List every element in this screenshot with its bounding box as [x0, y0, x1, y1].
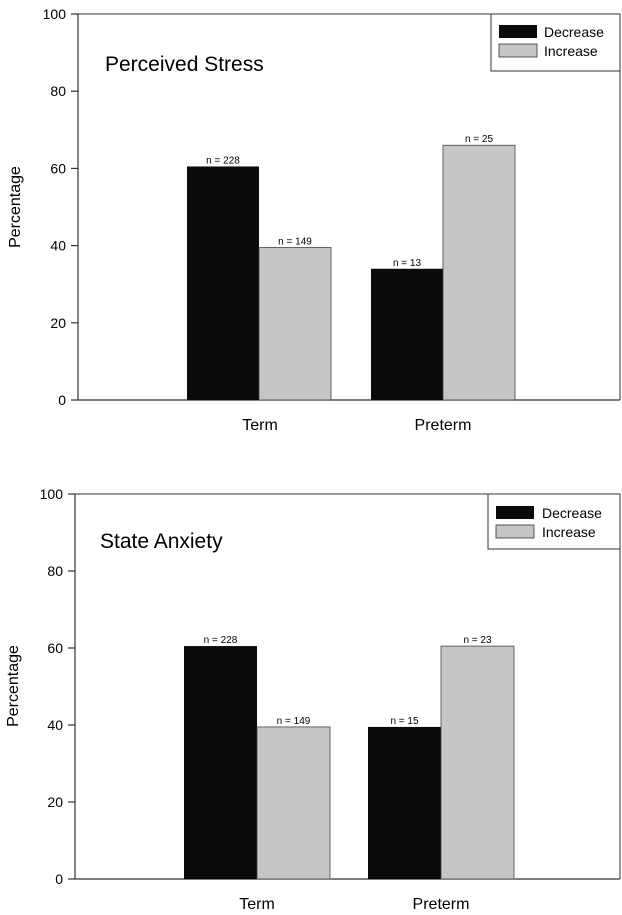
y-tick-label: 80 [47, 563, 63, 579]
data-label-term-decrease: n = 228 [206, 155, 240, 166]
category-label-term: Term [242, 417, 278, 434]
category-label-term: Term [239, 896, 275, 913]
y-tick-label: 60 [47, 640, 63, 656]
legend-label-decrease: Decrease [544, 24, 604, 40]
chart-title: Perceived Stress [105, 53, 264, 76]
legend-label-decrease: Decrease [542, 505, 602, 521]
category-label-preterm: Preterm [413, 896, 470, 913]
bar-term-decrease [184, 646, 257, 879]
legend: Decrease Increase [490, 13, 621, 72]
y-tick-label: 40 [50, 238, 66, 254]
y-tick-label: 80 [50, 83, 66, 99]
data-label-term-increase: n = 149 [278, 237, 312, 248]
bar-term-increase [258, 247, 332, 401]
bar-preterm-decrease [371, 268, 443, 400]
legend: Decrease Increase [487, 493, 621, 550]
bar-term-increase [256, 726, 331, 880]
chart-title: State Anxiety [100, 530, 223, 553]
legend-swatch-decrease [496, 506, 534, 519]
legend-box [487, 493, 621, 550]
data-label-preterm-increase: n = 23 [463, 635, 492, 646]
y-tick-label: 60 [50, 160, 66, 176]
data-label-term-decrease: n = 228 [204, 635, 238, 646]
y-tick-label: 0 [58, 392, 66, 408]
data-label-preterm-increase: n = 25 [465, 134, 494, 145]
data-label-term-increase: n = 149 [277, 716, 311, 727]
bar-term-decrease [187, 166, 259, 400]
bar-preterm-decrease [368, 726, 441, 879]
y-tick-label: 0 [55, 871, 63, 887]
y-tick-label: 20 [47, 794, 63, 810]
legend-swatch-increase [498, 43, 538, 58]
legend-swatch-decrease [499, 25, 537, 38]
y-axis-label: Percentage [7, 166, 24, 248]
y-tick-label: 40 [47, 717, 63, 733]
legend-label-increase: Increase [542, 524, 596, 540]
legend-box [490, 13, 621, 72]
bar-preterm-increase [442, 144, 516, 401]
data-label-preterm-decrease: n = 15 [390, 716, 419, 727]
category-label-preterm: Preterm [415, 417, 472, 434]
legend-label-increase: Increase [544, 43, 598, 59]
y-tick-label: 20 [50, 315, 66, 331]
y-axis-label: Percentage [5, 645, 22, 727]
y-tick-label: 100 [43, 6, 67, 22]
y-tick-label: 100 [40, 486, 64, 502]
legend-swatch-increase [495, 524, 535, 539]
data-label-preterm-decrease: n = 13 [393, 258, 422, 269]
bar-preterm-increase [440, 645, 515, 880]
